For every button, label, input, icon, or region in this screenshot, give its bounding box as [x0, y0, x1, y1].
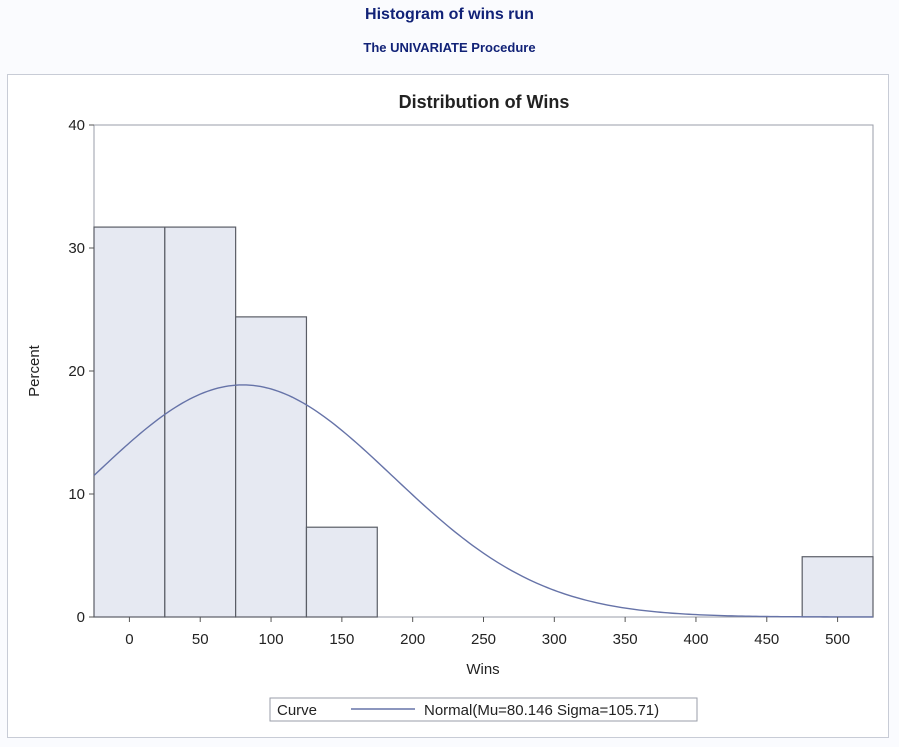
page-title: Histogram of wins run	[365, 6, 534, 23]
x-tick-label-4: 200	[400, 631, 425, 648]
x-tick-label-6: 300	[542, 631, 567, 648]
x-axis: 0 50 100 150 200 250 300 350 400 450 500	[125, 617, 850, 648]
chart-title: Distribution of Wins	[399, 92, 570, 112]
histogram-bar-4	[801, 556, 874, 618]
y-axis-label: Percent	[26, 344, 43, 397]
page-subtitle: The UNIVARIATE Procedure	[363, 40, 536, 55]
x-tick-label-8: 400	[683, 631, 708, 648]
histogram-bar-1	[164, 226, 237, 618]
x-tick-label-9: 450	[754, 631, 779, 648]
x-tick-label-1: 50	[192, 631, 209, 648]
x-axis-label: Wins	[466, 661, 499, 678]
histogram-bar-2	[235, 316, 308, 618]
x-tick-label-7: 350	[613, 631, 638, 648]
y-tick-label-2: 20	[68, 363, 85, 380]
y-tick-label-4: 40	[68, 117, 85, 134]
x-tick-label-0: 0	[125, 631, 133, 648]
y-axis: 0 10 20 30 40	[68, 117, 94, 626]
normal-curve	[93, 384, 874, 618]
legend-label: Normal(Mu=80.146 Sigma=105.71)	[424, 702, 659, 719]
legend-box	[269, 697, 698, 722]
y-tick-label-1: 10	[68, 486, 85, 503]
histogram-bar-3	[305, 526, 378, 618]
y-tick-label-0: 0	[77, 609, 85, 626]
y-tick-label-3: 30	[68, 240, 85, 257]
bars-group	[93, 226, 874, 618]
x-tick-label-5: 250	[471, 631, 496, 648]
legend-title: Curve	[277, 702, 317, 719]
x-tick-label-10: 500	[825, 631, 850, 648]
x-tick-label-2: 100	[259, 631, 284, 648]
x-tick-label-3: 150	[329, 631, 354, 648]
legend: Curve Normal(Mu=80.146 Sigma=105.71)	[269, 697, 698, 722]
